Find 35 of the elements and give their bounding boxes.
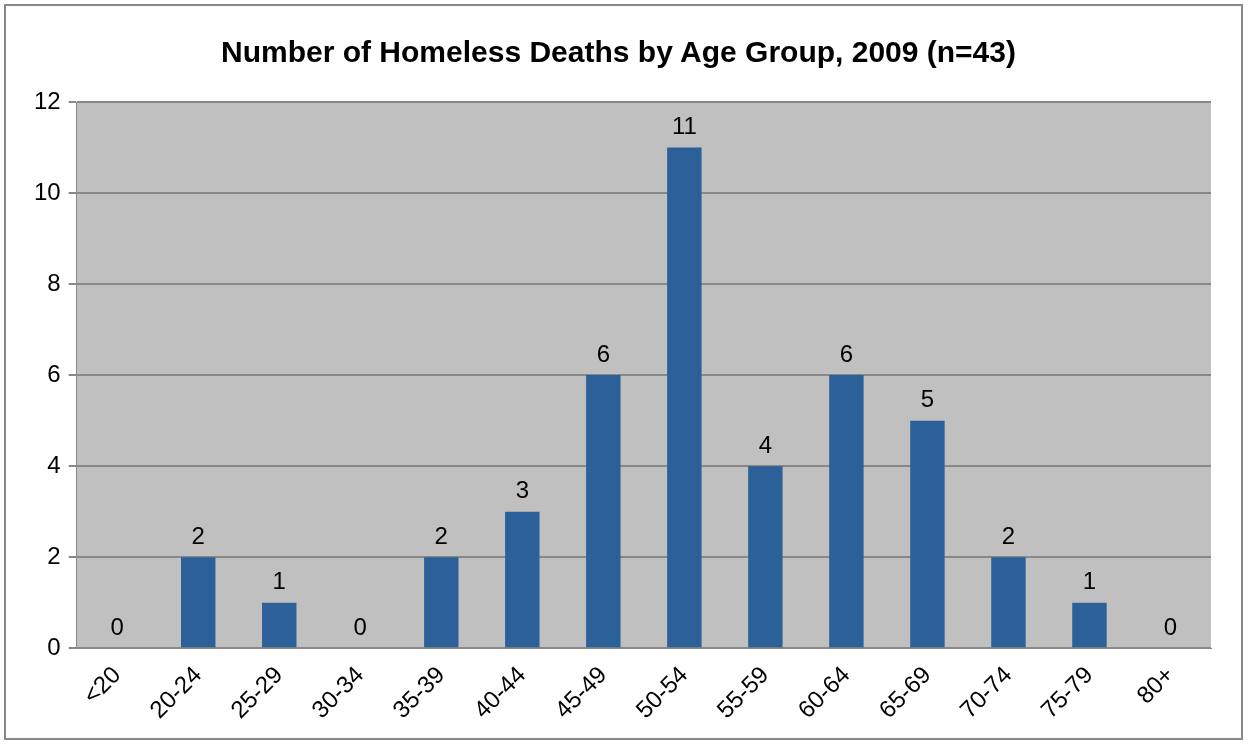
- bar: [262, 602, 297, 648]
- bar: [424, 557, 459, 648]
- bar: [910, 420, 945, 648]
- bar: [181, 557, 216, 648]
- bar: [667, 147, 702, 648]
- bar: [505, 511, 540, 648]
- y-tick-label: 0: [47, 632, 61, 660]
- data-label: 2: [191, 521, 205, 549]
- data-label: 6: [839, 339, 854, 367]
- bar: [748, 466, 783, 648]
- y-tick-label: 4: [47, 450, 61, 478]
- y-tick-label: 2: [47, 541, 61, 569]
- data-label: 11: [671, 112, 697, 140]
- y-tick-label: 6: [47, 359, 61, 387]
- bar: [586, 375, 621, 648]
- bar: [1072, 602, 1107, 648]
- y-tick-label: 10: [33, 177, 61, 205]
- y-tick-label: 8: [47, 268, 61, 296]
- data-label: 0: [1163, 612, 1178, 640]
- data-label: 2: [1001, 521, 1016, 549]
- x-tick-label: 80+: [1130, 660, 1179, 709]
- data-label: 1: [272, 567, 286, 595]
- data-label: 3: [515, 476, 529, 504]
- data-label: 6: [596, 339, 611, 367]
- x-tick-label: <20: [77, 660, 126, 709]
- data-label: 5: [920, 385, 935, 413]
- bar: [829, 375, 864, 648]
- data-label: 1: [1082, 567, 1097, 595]
- data-label: 0: [353, 612, 367, 640]
- chart-title: Number of Homeless Deaths by Age Group, 2009 (n=43): [221, 35, 1016, 69]
- bar: [991, 557, 1026, 648]
- data-label: 0: [110, 612, 124, 640]
- data-label: 2: [434, 521, 448, 549]
- y-tick-label: 12: [33, 86, 61, 114]
- data-label: 4: [758, 430, 773, 458]
